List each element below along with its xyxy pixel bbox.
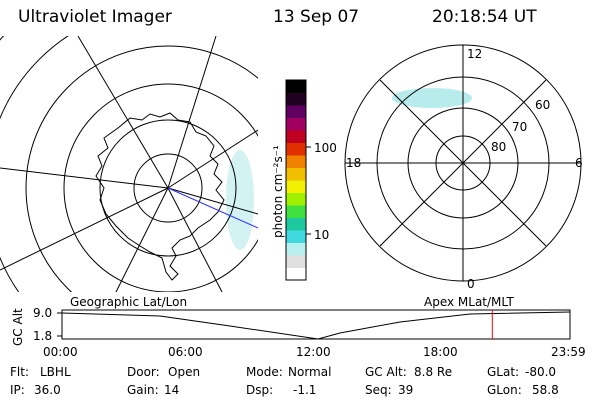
colorbar <box>286 80 306 281</box>
colorbar-segment <box>286 217 306 231</box>
apex-dial <box>344 44 582 282</box>
mlt-label-18: 18 <box>346 156 362 170</box>
geographic-caption: Geographic Lat/Lon <box>70 295 188 309</box>
seq-value: 39 <box>398 383 414 397</box>
altitude-ylabel: GC Alt <box>11 308 25 346</box>
colorbar-tick-10: 10 <box>314 228 330 242</box>
mlt-label-6: 6 <box>575 156 583 170</box>
colorbar-segment <box>286 80 306 93</box>
colorbar-segment <box>286 192 306 206</box>
colorbar-segment <box>286 230 306 243</box>
mlat-label-70: 70 <box>512 120 528 134</box>
observation-date: 13 Sep 07 <box>273 7 360 27</box>
colorbar-segment <box>286 130 306 143</box>
dsp-label: Dsp: <box>246 383 274 397</box>
colorbar-segment <box>286 242 306 256</box>
colorbar-segment <box>286 117 306 131</box>
mlt-label-12: 12 <box>467 47 483 61</box>
geographic-map <box>0 36 258 292</box>
apex-caption: Apex MLat/MLT <box>424 295 514 309</box>
gain-value: 14 <box>164 383 180 397</box>
instrument-title: Ultraviolet Imager <box>18 7 172 27</box>
mlat-label-60: 60 <box>535 98 551 112</box>
gain-label: Gain: <box>127 383 159 397</box>
colorbar-unit-label: photon cm⁻²s⁻¹ <box>271 145 285 238</box>
xtick-1800: 18:00 <box>423 345 458 359</box>
mode-label: Mode: <box>246 365 283 379</box>
dsp-value: -1.1 <box>293 383 317 397</box>
mlt-label-0: 0 <box>467 277 475 291</box>
colorbar-segment <box>286 142 306 156</box>
door-value: Open <box>168 365 201 379</box>
xtick-0600: 06:00 <box>168 345 203 359</box>
colorbar-segment <box>286 167 306 181</box>
xtick-0000: 00:00 <box>43 345 78 359</box>
altitude-ytick-9: 9.0 <box>33 306 53 320</box>
aurora-patch-right <box>392 88 472 108</box>
colorbar-segment <box>286 267 306 281</box>
altitude-ytick-1-8: 1.8 <box>33 329 53 343</box>
colorbar-segment <box>286 155 306 168</box>
flt-value: LBHL <box>40 365 71 379</box>
altitude-plot <box>57 309 571 340</box>
colorbar-tick-100: 100 <box>314 141 337 155</box>
ip-label: IP: <box>10 383 25 397</box>
observation-time: 20:18:54 UT <box>432 7 537 27</box>
flt-label: Flt: <box>10 365 29 379</box>
door-label: Door: <box>127 365 160 379</box>
colorbar-segment <box>286 92 306 106</box>
glat-value: -80.0 <box>525 365 557 379</box>
glon-label: GLon: <box>487 383 522 397</box>
mlat-label-80: 80 <box>491 140 507 154</box>
glon-value: 58.8 <box>532 383 559 397</box>
glat-label: GLat: <box>487 365 520 379</box>
xtick-2359: 23:59 <box>551 345 586 359</box>
coastline <box>95 112 225 281</box>
xtick-1200: 12:00 <box>296 345 331 359</box>
colorbar-segment <box>286 205 306 218</box>
altitude-curve <box>61 311 571 340</box>
colorbar-segment <box>286 255 306 268</box>
gcalt-label: GC Alt: <box>365 365 407 379</box>
colorbar-segment <box>286 105 306 118</box>
ip-value: 36.0 <box>34 383 61 397</box>
aurora-patch-left <box>226 150 254 250</box>
mode-value: Normal <box>288 365 332 379</box>
colorbar-segment <box>286 180 306 193</box>
seq-label: Seq: <box>365 383 392 397</box>
ground-track <box>167 187 258 229</box>
gcalt-value: 8.8 Re <box>414 365 453 379</box>
